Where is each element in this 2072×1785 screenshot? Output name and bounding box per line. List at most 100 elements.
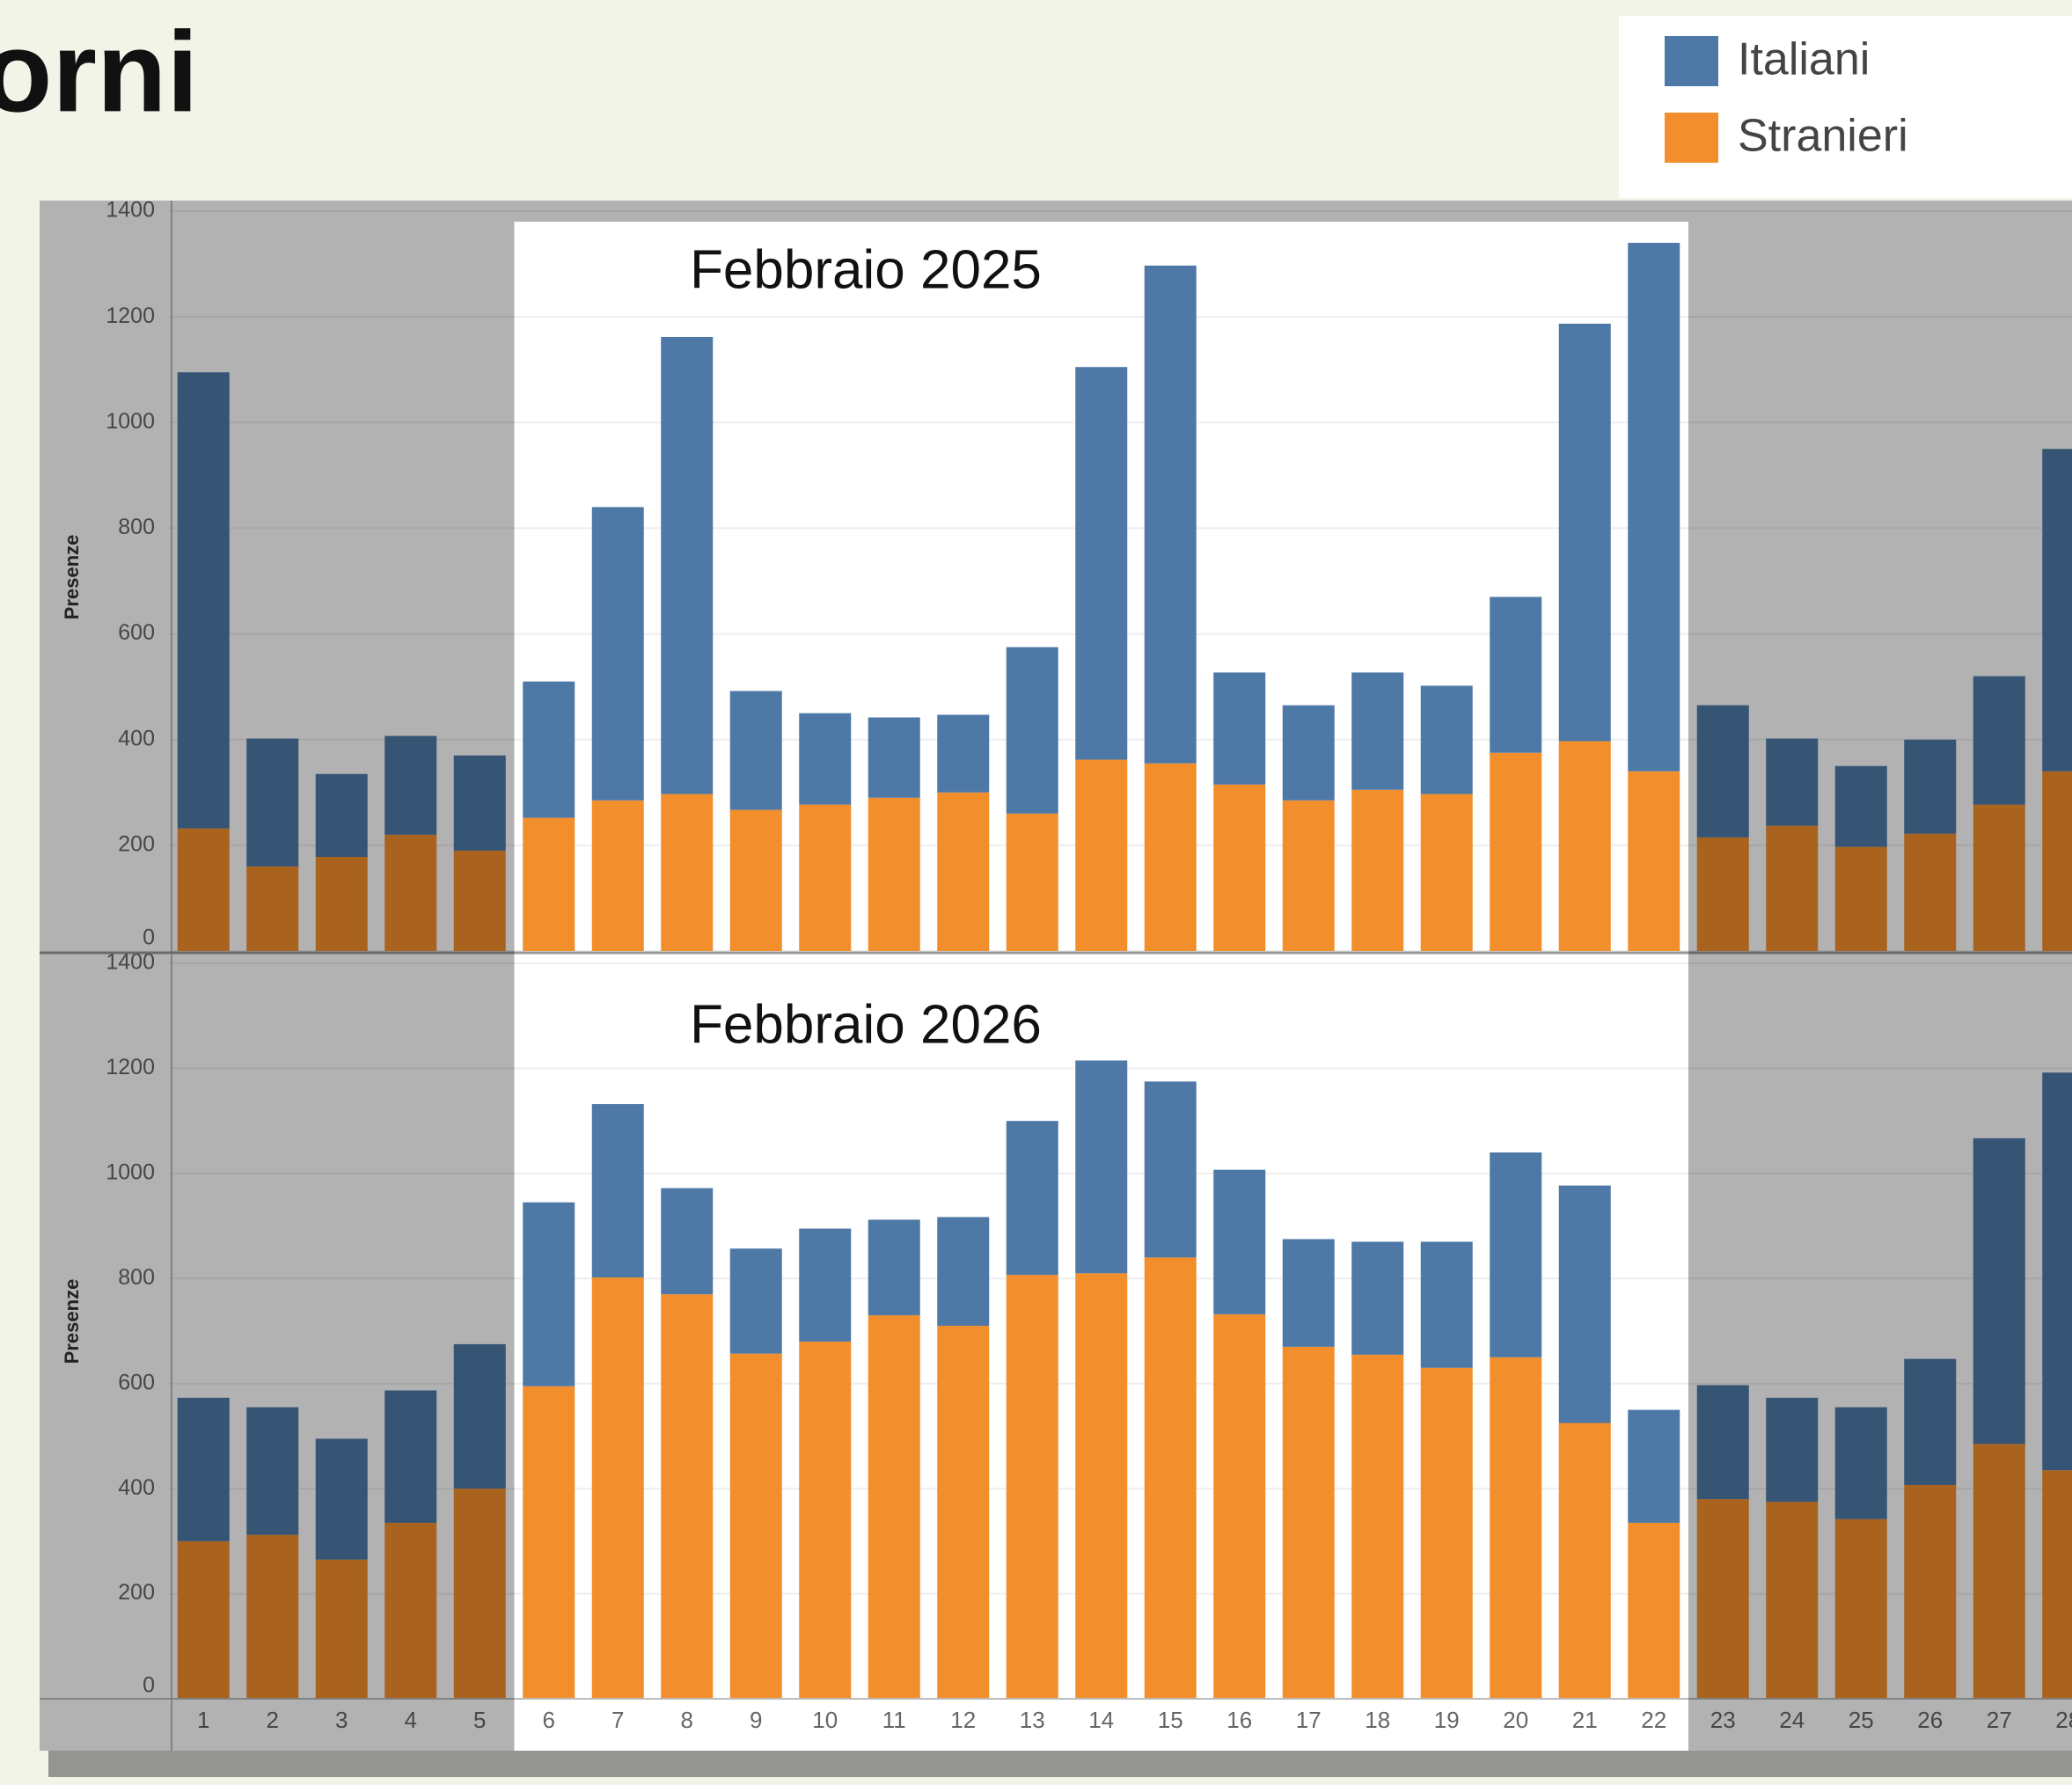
y-tick-label: 200 [118, 831, 155, 856]
bar-segment [453, 1343, 506, 1489]
y-tick-label: 800 [118, 515, 155, 539]
bar-segment [246, 1534, 299, 1699]
bar-segment [246, 738, 299, 867]
bar-segment [453, 755, 506, 851]
x-tick-label: 17 [1296, 1707, 1322, 1733]
x-tick-label: 15 [1158, 1707, 1183, 1733]
bar-segment [1558, 1423, 1611, 1699]
bar-segment [453, 850, 506, 951]
bar-segment [1558, 1185, 1611, 1423]
y-tick-label: 600 [118, 1370, 155, 1394]
y-tick-label: 600 [118, 620, 155, 645]
bar-segment [1351, 672, 1404, 790]
axis-title: Presenze [61, 535, 83, 620]
bar-segment [1420, 1241, 1473, 1368]
x-tick-label: 2 [267, 1707, 279, 1733]
bar-segment [246, 1407, 299, 1535]
bar-segment [868, 1315, 920, 1699]
bar-segment [799, 804, 852, 951]
bar-segment [384, 1390, 437, 1523]
bar-segment [1075, 759, 1128, 951]
axis-title: Presenze [61, 1279, 83, 1364]
bar-segment [799, 1341, 852, 1699]
bar-segment [523, 1202, 575, 1386]
bar-segment [1420, 1367, 1473, 1699]
bar-segment [1213, 784, 1266, 951]
bar-segment [661, 336, 714, 794]
bar-segment [937, 792, 990, 951]
x-tick-label: 9 [750, 1707, 762, 1733]
bar-segment [1006, 1121, 1058, 1276]
bar-segment [1420, 685, 1473, 794]
bar-segment [937, 1326, 990, 1699]
bar-segment [523, 817, 575, 951]
x-tick-label: 1 [197, 1707, 209, 1733]
x-tick-label: 21 [1572, 1707, 1598, 1733]
bar-segment [177, 372, 230, 829]
bar-segment [1973, 1444, 2025, 1699]
legend-swatch [1665, 113, 1718, 163]
bar-segment [1213, 672, 1266, 785]
legend-label: Stranieri [1738, 111, 1908, 162]
x-tick-label: 25 [1849, 1707, 1874, 1733]
bar-segment [591, 507, 644, 801]
bar-segment [1558, 323, 1611, 742]
panel-subtitle: Febbraio 2025 [690, 239, 1042, 300]
legend-swatch [1665, 36, 1718, 86]
x-tick-label: 18 [1365, 1707, 1390, 1733]
bar-segment [177, 1540, 230, 1699]
bar-segment [1973, 1138, 2025, 1445]
bar-segment [1628, 771, 1680, 951]
bar-segment [384, 735, 437, 835]
y-tick-label: 200 [118, 1580, 155, 1605]
bar-segment [1766, 1397, 1819, 1503]
bar-segment [1006, 813, 1058, 951]
x-tick-label: 24 [1779, 1707, 1805, 1733]
bar-segment [661, 1294, 714, 1699]
bar-segment [661, 1188, 714, 1295]
bar-segment [1834, 1518, 1887, 1699]
bar-segment [246, 866, 299, 951]
dim-overlay [40, 201, 2072, 1751]
x-tick-label: 8 [681, 1707, 693, 1733]
y-tick-label: 1000 [106, 409, 155, 434]
bar-segment [1282, 705, 1335, 801]
bar-segment [1420, 794, 1473, 951]
bar-segment [1696, 837, 1749, 951]
bar-segment [1628, 1409, 1680, 1523]
bar-segment [1766, 825, 1819, 951]
panel-subtitle: Febbraio 2026 [690, 994, 1042, 1055]
x-tick-label: 14 [1088, 1707, 1114, 1733]
bar-segment [1282, 1239, 1335, 1347]
bar-segment [1213, 1169, 1266, 1314]
bar-segment [1490, 1152, 1542, 1357]
bar-segment [799, 1228, 852, 1342]
y-tick-label: 0 [143, 1673, 155, 1698]
y-tick-label: 400 [118, 1475, 155, 1500]
bar-segment [2042, 771, 2072, 951]
bar-segment [2042, 1470, 2072, 1699]
bar-segment [729, 691, 782, 810]
bar-segment [1144, 1257, 1197, 1699]
bar-segment [177, 828, 230, 951]
bar-segment [523, 681, 575, 818]
x-tick-label: 22 [1641, 1707, 1666, 1733]
y-tick-label: 1400 [106, 198, 155, 223]
x-tick-label: 3 [335, 1707, 348, 1733]
bar-segment [1351, 1354, 1404, 1699]
bar-segment [453, 1489, 506, 1699]
x-tick-label: 7 [611, 1707, 624, 1733]
bar-segment [591, 1277, 644, 1699]
bar-segment [1006, 647, 1058, 814]
bar-segment [1558, 741, 1611, 951]
x-tick-label: 23 [1710, 1707, 1736, 1733]
y-tick-label: 800 [118, 1265, 155, 1290]
x-tick-label: 26 [1917, 1707, 1943, 1733]
bar-segment [799, 713, 852, 805]
bar-segment [315, 773, 368, 858]
bar-segment [1766, 1502, 1819, 1699]
bar-segment [1282, 800, 1335, 951]
x-tick-label: 5 [473, 1707, 486, 1733]
bar-segment [1834, 1407, 1887, 1519]
